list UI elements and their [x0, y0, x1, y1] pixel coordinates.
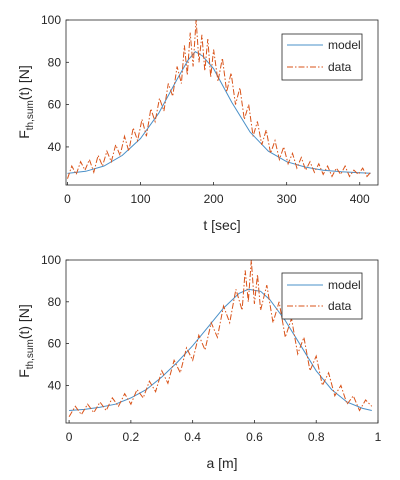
- y-axis-label-subscript: th,sum: [25, 100, 36, 130]
- series-layer: [68, 260, 373, 417]
- legend: model data: [281, 33, 363, 81]
- y-tick-label: 60: [48, 337, 62, 351]
- x-tick-label: 0.8: [308, 430, 325, 444]
- x-ticks: 0 0.2 0.4 0.6 0.8 1: [66, 420, 382, 444]
- legend-label-model: model: [328, 278, 361, 292]
- y-axis-label-rest: (t) [N]: [16, 304, 32, 339]
- legend-box: [281, 33, 363, 81]
- chart-top: 0 100 200 300 400 40 60 80 100 t [sec] Fth,sum(…: [16, 13, 379, 233]
- y-tick-label: 100: [41, 13, 61, 27]
- series-data-line: [67, 20, 372, 179]
- x-ticks: 0 100 200 300 400: [64, 182, 370, 206]
- chart-bottom: 0 0.2 0.4 0.6 0.8 1 40 60 80 100 a [m] Fth,sum(t…: [16, 253, 382, 471]
- x-axis-label: a [m]: [206, 455, 237, 471]
- legend-box: [281, 272, 363, 320]
- x-tick-label: 100: [131, 192, 151, 206]
- legend-label-data: data: [328, 60, 352, 74]
- y-axis-label-rest: (t) [N]: [16, 65, 32, 100]
- legend-label-model: model: [328, 38, 361, 52]
- y-tick-label: 80: [48, 55, 62, 69]
- x-tick-label: 0: [66, 430, 73, 444]
- y-tick-label: 80: [48, 295, 62, 309]
- y-axis-label: Fth,sum(t) [N]: [16, 65, 36, 139]
- x-tick-label: 0.4: [184, 430, 201, 444]
- plot-area: [65, 259, 379, 424]
- x-tick-label: 200: [204, 192, 224, 206]
- axes-box: [65, 259, 379, 424]
- y-axis-label-subscript: th,sum: [25, 339, 36, 369]
- x-tick-label: 0.2: [123, 430, 140, 444]
- y-ticks: 40 60 80 100: [41, 253, 69, 392]
- y-axis-label-main: F: [16, 130, 32, 139]
- x-tick-label: 1: [375, 430, 382, 444]
- y-tick-label: 60: [48, 98, 62, 112]
- series-model-line: [69, 288, 372, 411]
- legend-label-data: data: [328, 299, 352, 313]
- y-ticks: 40 60 80 100: [41, 13, 69, 154]
- axes-box: [65, 19, 379, 186]
- series-layer: [67, 20, 372, 179]
- plot-area: [65, 19, 379, 186]
- x-axis-label: t [sec]: [203, 217, 240, 233]
- y-axis-label-main: F: [16, 369, 32, 378]
- x-tick-label: 400: [350, 192, 370, 206]
- y-tick-label: 40: [48, 140, 62, 154]
- series-model-line: [67, 51, 371, 174]
- y-tick-label: 40: [48, 378, 62, 392]
- y-axis-label: Fth,sum(t) [N]: [16, 304, 36, 378]
- legend: model data: [281, 272, 363, 320]
- x-tick-label: 300: [277, 192, 297, 206]
- series-data-line: [68, 260, 373, 417]
- y-tick-label: 100: [41, 253, 61, 267]
- x-tick-label: 0.6: [246, 430, 263, 444]
- x-tick-label: 0: [64, 192, 71, 206]
